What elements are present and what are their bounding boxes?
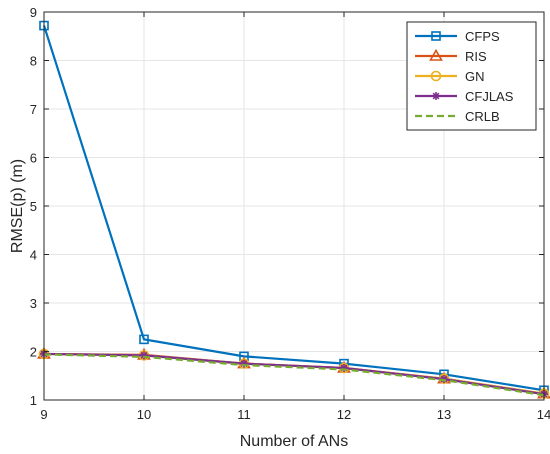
y-tick-label: 9 [30, 5, 37, 20]
x-tick-label: 10 [137, 407, 151, 422]
legend-item: CRLB [415, 109, 500, 124]
data-point [139, 334, 149, 345]
x-axis-label: Number of ANs [240, 433, 348, 450]
legend-marker [431, 31, 441, 41]
y-tick-label: 5 [30, 199, 37, 214]
y-tick-label: 2 [30, 345, 37, 360]
y-axis-label: RMSE(p) (m) [9, 159, 26, 253]
series-line [43, 352, 545, 396]
legend-item: RIS [415, 48, 487, 64]
data-point [140, 351, 148, 360]
x-tick-label: 14 [537, 407, 550, 422]
data-point [240, 359, 248, 368]
legend-label: RIS [465, 49, 487, 64]
legend-item: CFPS [415, 29, 500, 44]
y-tick-label: 8 [30, 54, 37, 69]
x-tick-label: 9 [40, 407, 47, 422]
legend-item: CFJLAS [415, 89, 514, 104]
legend-item: GN [415, 69, 485, 84]
y-tick-label: 3 [30, 296, 37, 311]
series-line [42, 25, 545, 392]
x-tick-label: 12 [337, 407, 351, 422]
legend-marker [429, 48, 443, 61]
y-tick-label: 6 [30, 151, 37, 166]
legend-label: CFJLAS [465, 89, 514, 104]
legend-label: CRLB [465, 109, 500, 124]
y-tick-label: 1 [30, 393, 37, 408]
series-line [43, 353, 545, 397]
legend-label: GN [465, 69, 485, 84]
legend-marker [432, 92, 440, 100]
legend-marker [430, 70, 442, 82]
legend-label: CFPS [465, 29, 500, 44]
y-tick-label: 7 [30, 102, 37, 117]
x-tick-label: 13 [437, 407, 451, 422]
legend: CFPS RIS GN CFJLAS CRLB [406, 21, 537, 131]
series-crlb [43, 353, 545, 397]
y-tick-label: 4 [30, 248, 37, 263]
x-tick-label: 11 [237, 407, 251, 422]
series-layer [37, 20, 550, 399]
